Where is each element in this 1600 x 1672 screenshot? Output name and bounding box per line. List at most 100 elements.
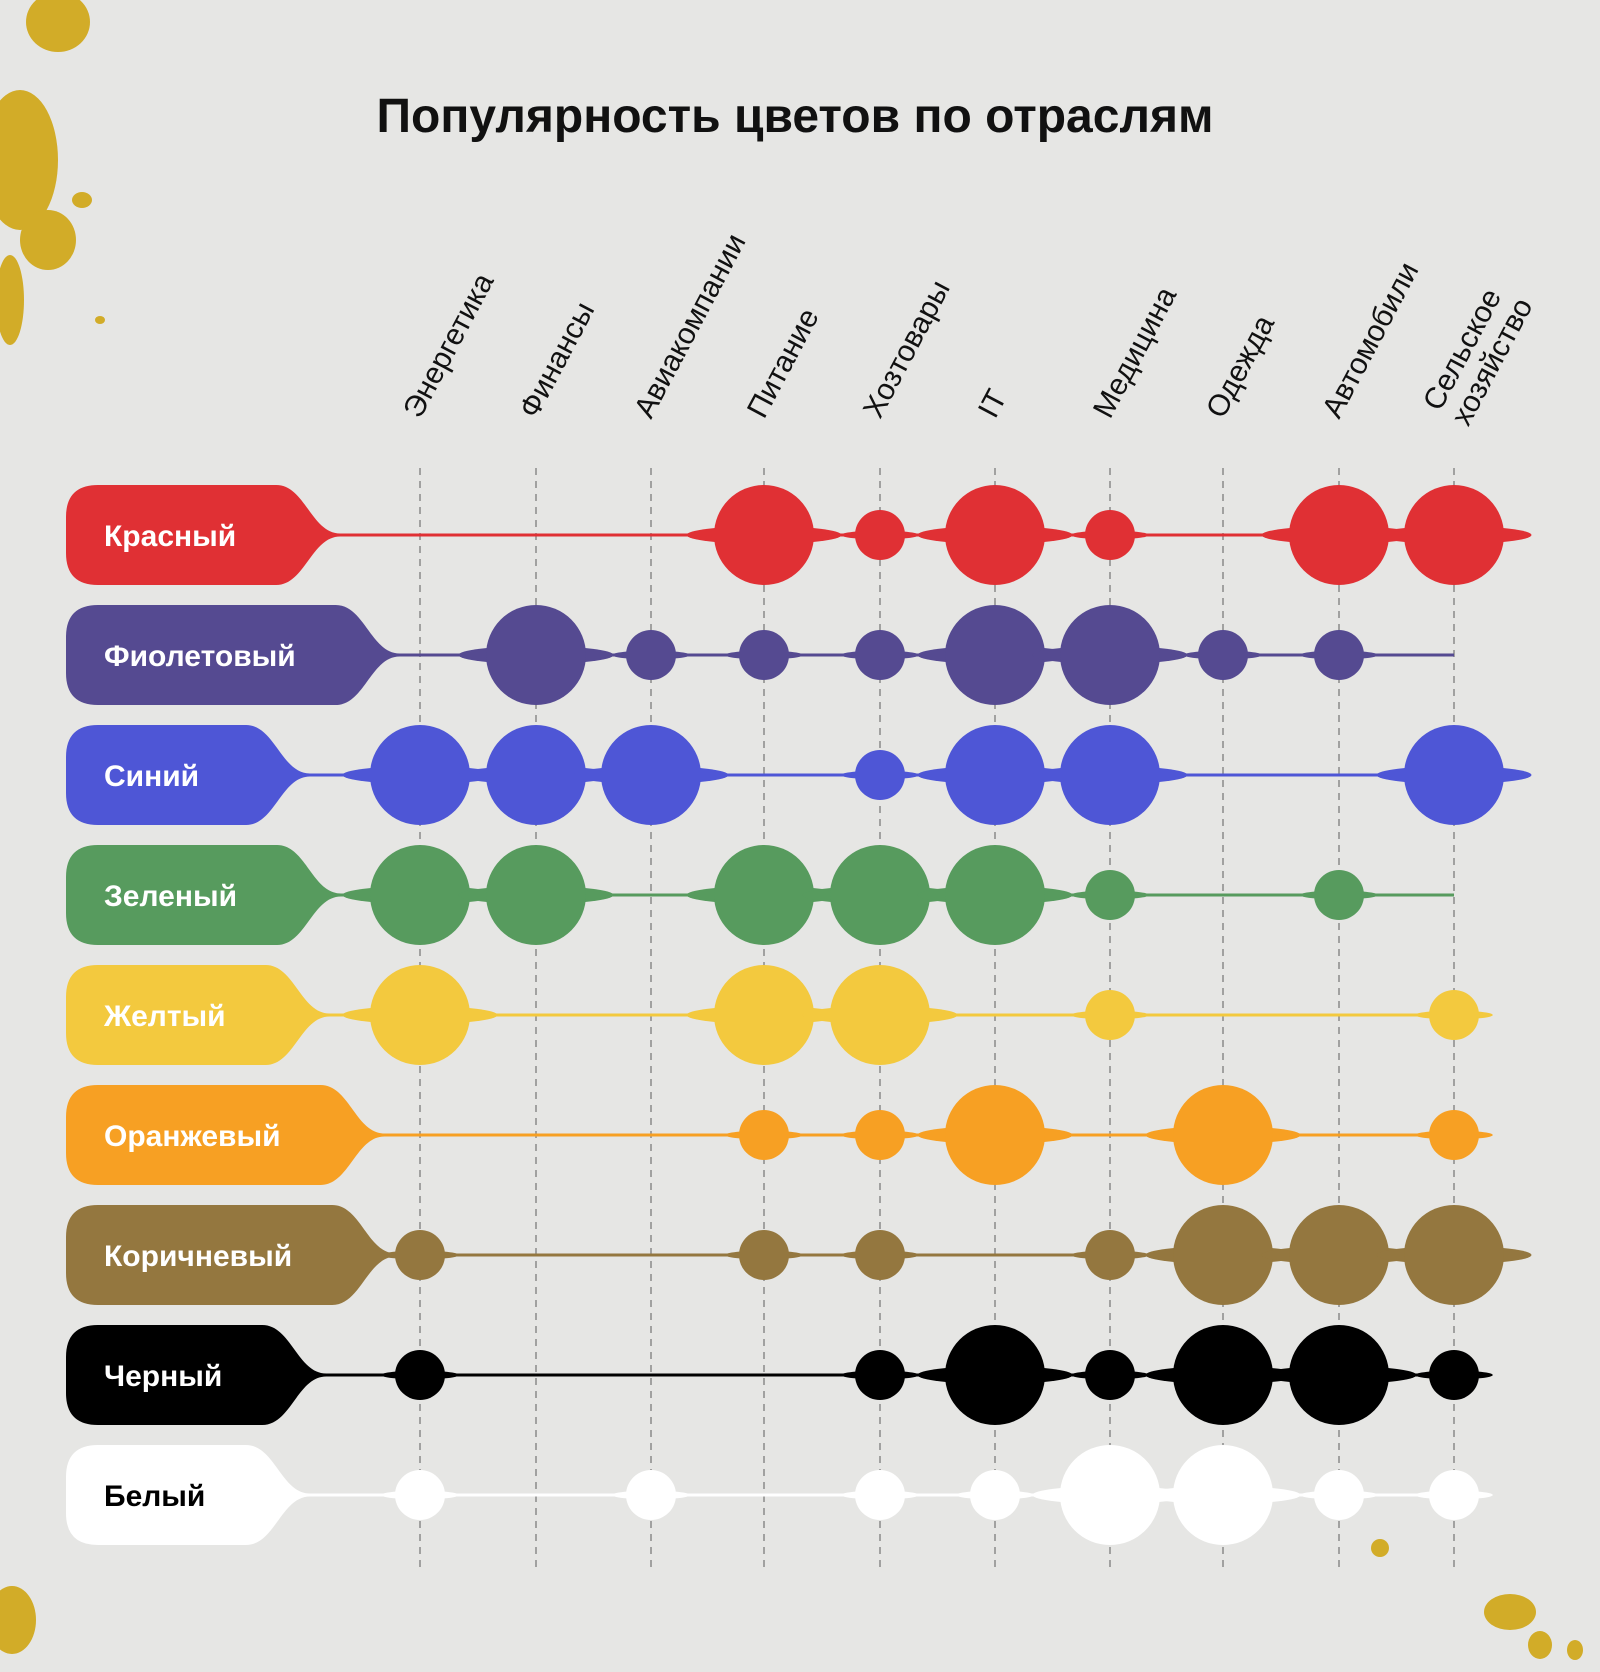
data-bubble	[370, 725, 470, 825]
series-rows: Красный Фиолетовый Синий Зеленый Желтый Оранж…	[66, 485, 1532, 1545]
data-bubble	[739, 630, 789, 680]
data-bubble	[1085, 990, 1135, 1040]
data-bubble	[1404, 725, 1504, 825]
data-bubble	[714, 845, 814, 945]
splatter-blob	[1371, 1539, 1389, 1557]
data-bubble	[1060, 1445, 1160, 1545]
splatter-blob	[1484, 1594, 1536, 1630]
category-label: Авиакомпании	[628, 228, 753, 423]
data-bubble	[945, 1325, 1045, 1425]
series-label: Оранжевый	[104, 1120, 281, 1153]
data-bubble	[486, 725, 586, 825]
series-row: Белый	[66, 1445, 1493, 1545]
series-row: Красный	[66, 485, 1532, 585]
series-label: Желтый	[103, 1000, 226, 1033]
data-bubble	[1314, 1470, 1364, 1520]
series-label-pill	[66, 845, 342, 945]
data-bubble	[370, 845, 470, 945]
data-bubble	[1198, 630, 1248, 680]
data-bubble	[370, 965, 470, 1065]
splatter-blob	[0, 255, 24, 345]
data-bubble	[970, 1470, 1020, 1520]
splatter-blob	[1528, 1631, 1552, 1659]
data-bubble	[739, 1230, 789, 1280]
data-bubble	[945, 845, 1045, 945]
data-bubble	[1060, 725, 1160, 825]
data-bubble	[1404, 1205, 1504, 1305]
data-bubble	[395, 1350, 445, 1400]
data-bubble	[1085, 870, 1135, 920]
data-bubble	[1429, 1470, 1479, 1520]
category-label: Энергетика	[397, 268, 501, 424]
category-label: Сельскоехозяйство	[1417, 278, 1540, 431]
data-bubble	[1314, 870, 1364, 920]
data-bubble	[1289, 1325, 1389, 1425]
data-bubble	[945, 605, 1045, 705]
series-label: Зеленый	[104, 880, 237, 913]
chart-title: Популярность цветов по отраслям	[377, 90, 1214, 143]
series-label-pill	[66, 485, 341, 585]
series-label-pill	[66, 965, 330, 1065]
data-bubble	[1060, 605, 1160, 705]
series-label: Белый	[104, 1480, 205, 1513]
category-label: Одежда	[1200, 310, 1281, 424]
data-bubble	[855, 510, 905, 560]
data-bubble	[855, 1350, 905, 1400]
series-label: Фиолетовый	[104, 640, 296, 673]
series-label: Синий	[104, 760, 199, 793]
data-bubble	[739, 1110, 789, 1160]
series-label-pill	[66, 605, 400, 705]
data-bubble	[1429, 990, 1479, 1040]
series-row: Зеленый	[66, 845, 1454, 945]
data-bubble	[1404, 485, 1504, 585]
data-bubble	[1085, 510, 1135, 560]
splatter-blob	[0, 90, 58, 230]
category-label: Финансы	[513, 297, 601, 424]
data-bubble	[830, 845, 930, 945]
category-label: Медицина	[1087, 281, 1183, 423]
data-bubble	[395, 1470, 445, 1520]
data-bubble	[855, 1470, 905, 1520]
category-label: Хозтовары	[857, 275, 957, 423]
data-bubble	[486, 845, 586, 945]
data-bubble	[626, 1470, 676, 1520]
data-bubble	[855, 750, 905, 800]
splatter-blob	[72, 192, 92, 208]
series-row: Черный	[66, 1325, 1493, 1425]
series-label-pill	[66, 1085, 385, 1185]
data-bubble	[395, 1230, 445, 1280]
series-row: Синий	[66, 725, 1532, 825]
data-bubble	[945, 1085, 1045, 1185]
data-bubble	[486, 605, 586, 705]
series-row: Оранжевый	[66, 1085, 1493, 1185]
data-bubble	[1085, 1230, 1135, 1280]
data-bubble	[1429, 1110, 1479, 1160]
data-bubble	[1173, 1085, 1273, 1185]
data-bubble	[601, 725, 701, 825]
series-row: Фиолетовый	[66, 605, 1454, 705]
data-bubble	[714, 485, 814, 585]
data-bubble	[714, 965, 814, 1065]
data-bubble	[626, 630, 676, 680]
data-bubble	[830, 965, 930, 1065]
series-label: Черный	[104, 1360, 222, 1393]
data-bubble	[1289, 485, 1389, 585]
series-row: Желтый	[66, 965, 1493, 1065]
series-label-pill	[66, 1445, 310, 1545]
data-bubble	[945, 725, 1045, 825]
category-label: Питание	[741, 303, 826, 423]
data-bubble	[855, 1110, 905, 1160]
category-label: IT	[972, 384, 1014, 423]
data-bubble	[1173, 1325, 1273, 1425]
data-bubble	[1173, 1445, 1273, 1545]
data-bubble	[855, 1230, 905, 1280]
data-bubble	[1314, 630, 1364, 680]
series-label-pill	[66, 1325, 327, 1425]
splatter-blob	[95, 316, 105, 324]
data-bubble	[1173, 1205, 1273, 1305]
series-row: Коричневый	[66, 1205, 1532, 1305]
